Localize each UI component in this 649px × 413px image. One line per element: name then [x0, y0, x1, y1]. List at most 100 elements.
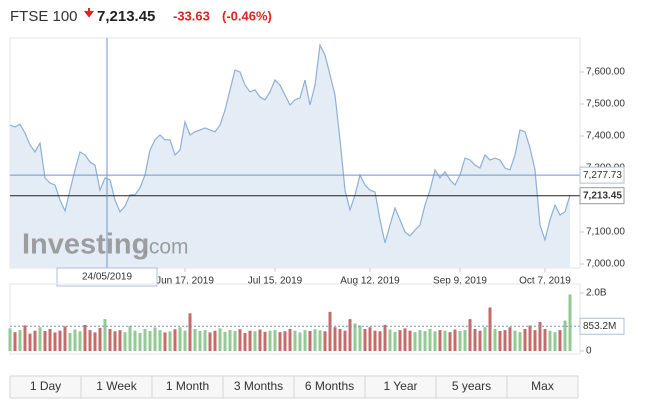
volume-bar [308, 330, 312, 351]
volume-bar [163, 332, 167, 351]
volume-bar [538, 322, 542, 351]
volume-bar [103, 319, 107, 351]
volume-bar [483, 327, 487, 351]
volume-bar [228, 330, 232, 351]
range-button-label[interactable]: Max [531, 379, 554, 393]
range-button-label[interactable]: 6 Months [305, 379, 354, 393]
range-button[interactable] [506, 375, 579, 399]
volume-bar [533, 330, 537, 351]
volume-bar [543, 328, 547, 351]
volume-bar [253, 331, 257, 351]
brand-suffix: .com [143, 236, 189, 259]
crosshair-price: 7,277.73 [583, 170, 622, 181]
volume-bar [438, 330, 442, 351]
volume-bar [138, 333, 142, 351]
volume-bar [373, 330, 377, 351]
volume-bar [8, 328, 12, 351]
volume-bar [38, 327, 42, 351]
volume-bar [488, 307, 492, 351]
volume-bar [553, 332, 557, 351]
volume-bar [368, 327, 372, 351]
volume-bar [203, 330, 207, 351]
volume-bar [258, 329, 262, 351]
volume-bar [393, 331, 397, 351]
range-button-label[interactable]: 5 years [452, 379, 491, 393]
volume-bar [213, 330, 217, 351]
change-pct: (-0.46%) [222, 8, 272, 23]
volume-bar [153, 327, 157, 351]
volume-bar [98, 327, 102, 351]
y-tick-label: 7,000.00 [586, 259, 625, 270]
range-button-label[interactable]: 1 Month [166, 379, 209, 393]
volume-bar [493, 328, 497, 351]
volume-bar [528, 325, 532, 351]
volume-bar [303, 330, 307, 351]
date-box [56, 267, 158, 287]
volume-bar [398, 330, 402, 351]
y-tick-label: 7,500.00 [586, 99, 625, 110]
range-button-label[interactable]: 1 Day [30, 379, 61, 393]
volume-tick-label: 2.0B [586, 288, 607, 299]
volume-tick-label: 0 [586, 346, 592, 357]
volume-bar [168, 331, 172, 351]
price-line [9, 43, 571, 244]
volume-bar [478, 330, 482, 351]
index-name: FTSE 100 [10, 8, 78, 25]
volume-bar [233, 330, 237, 351]
volume-bar [403, 328, 407, 351]
volume-bar [218, 328, 222, 351]
volume-bar [188, 313, 192, 351]
volume-bar [293, 330, 297, 351]
volume-bar [313, 329, 317, 351]
volume-bar [278, 332, 282, 351]
volume-bar [568, 294, 572, 351]
volume-bar [148, 330, 152, 351]
range-button-label[interactable]: 1 Year [383, 379, 417, 393]
crosshair-date: 24/05/2019 [82, 272, 132, 283]
volume-bar [548, 330, 552, 351]
down-arrow [84, 8, 94, 18]
volume-bar [358, 325, 362, 351]
volume-bar [58, 330, 62, 351]
volume-bar [183, 330, 187, 351]
volume-bar [508, 327, 512, 351]
volume-bar [68, 333, 72, 351]
range-button-label[interactable]: 1 Week [96, 379, 137, 393]
volume-bar [288, 328, 292, 351]
change: -33.63 [173, 8, 210, 23]
volume-bar [463, 330, 467, 351]
volume-bar [468, 319, 472, 351]
volume-bar [558, 330, 562, 351]
volume-bar [423, 330, 427, 351]
volume-bar [63, 326, 67, 351]
volume-bar [328, 311, 332, 351]
volume-bar [173, 329, 177, 351]
volume-bar [143, 328, 147, 351]
x-tick-label: Aug 12, 2019 [340, 276, 400, 287]
volume-bar [383, 324, 387, 351]
brand-logo: Investing [22, 229, 149, 261]
volume-bar [193, 328, 197, 351]
volume-bar [433, 331, 437, 351]
volume-bar [333, 327, 337, 351]
volume-bar [133, 330, 137, 351]
last-price: 7,213.45 [583, 190, 622, 201]
volume-bar [43, 330, 47, 351]
volume-bar [88, 330, 92, 351]
volume-bar [503, 330, 507, 351]
volume-bar [118, 330, 122, 351]
volume-bar [498, 330, 502, 351]
volume-bar [273, 330, 277, 351]
range-button-label[interactable]: 3 Months [234, 379, 283, 393]
volume-bar [563, 320, 567, 351]
volume-bar [268, 330, 272, 351]
volume-bar [283, 331, 287, 351]
price: 7,213.45 [97, 8, 155, 25]
last-price-box [579, 187, 625, 205]
volume-bar [243, 333, 247, 351]
x-tick-label: Jul 15, 2019 [248, 276, 303, 287]
volume-bar [318, 330, 322, 351]
volume-bar [513, 330, 517, 351]
volume-bar [128, 325, 132, 351]
